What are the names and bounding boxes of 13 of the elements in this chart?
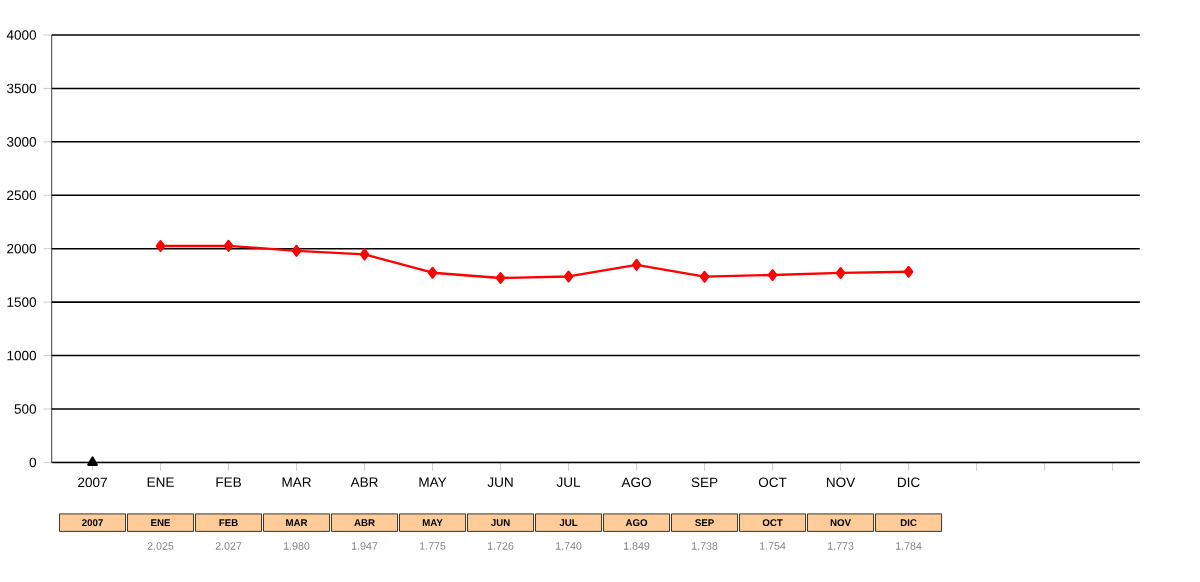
point — [563, 270, 574, 283]
point — [87, 455, 98, 466]
point — [495, 271, 506, 284]
point — [427, 266, 438, 279]
point — [903, 265, 914, 278]
point — [767, 268, 778, 281]
point — [835, 266, 846, 279]
point — [631, 258, 642, 271]
point — [155, 239, 166, 252]
point — [291, 244, 302, 257]
point — [699, 270, 710, 283]
point — [223, 239, 234, 252]
point — [359, 247, 370, 260]
